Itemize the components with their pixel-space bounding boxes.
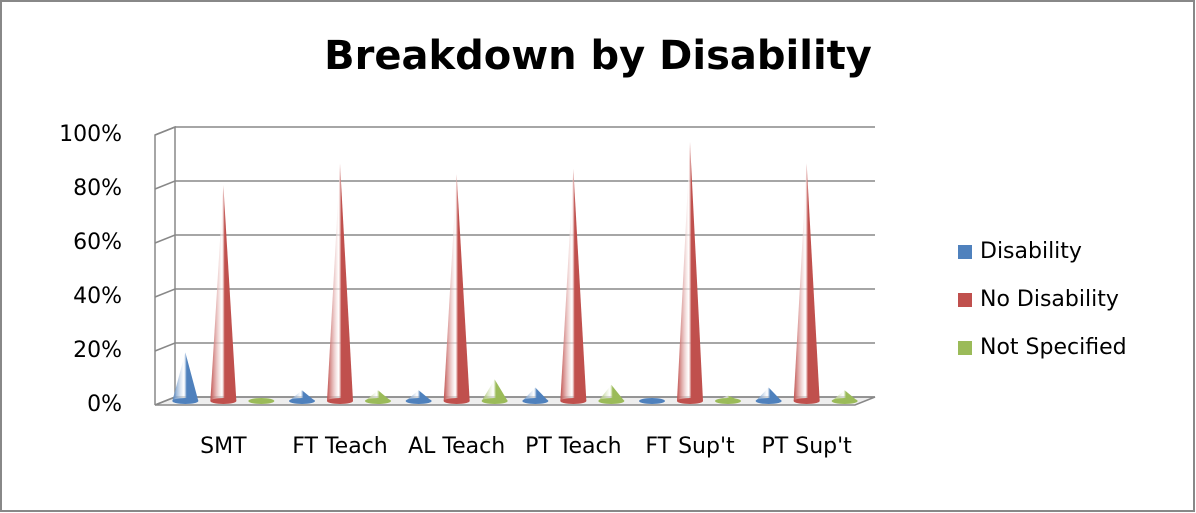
legend-label: No Disability <box>980 287 1119 312</box>
x-tick-label: FT Teach <box>292 434 387 459</box>
cone-base <box>639 398 665 404</box>
legend-swatch <box>958 293 972 307</box>
cone <box>677 141 703 402</box>
cone-base <box>443 398 470 404</box>
grid-line <box>154 342 875 352</box>
legend-label: Not Specified <box>980 335 1127 360</box>
legend-swatch <box>958 341 972 355</box>
legend-swatch <box>958 245 972 259</box>
cone-base <box>755 398 782 404</box>
grid-line <box>154 180 875 190</box>
grid-line <box>154 126 875 136</box>
x-tick-label: AL Teach <box>408 434 505 459</box>
cone-base <box>405 398 432 404</box>
cone-base <box>481 398 508 404</box>
cone <box>289 390 315 401</box>
x-tick-label: PT Teach <box>525 434 621 459</box>
cone-base <box>327 398 353 404</box>
y-tick-label: 80% <box>73 176 122 201</box>
legend-label: Disability <box>980 239 1082 264</box>
y-tick-label: 100% <box>59 122 122 147</box>
cone-base <box>210 398 237 404</box>
y-tick-label: 0% <box>87 392 122 417</box>
cone-base <box>365 398 391 404</box>
cone-base <box>831 398 858 404</box>
cone-base <box>172 398 199 404</box>
x-tick-label: SMT <box>200 434 247 459</box>
grid-line <box>154 234 875 244</box>
x-tick-label: FT Sup't <box>645 434 735 459</box>
x-tick-label: PT Sup't <box>762 434 853 459</box>
cone <box>405 390 432 401</box>
cone-base <box>560 398 587 404</box>
cone <box>443 174 470 401</box>
cone-base <box>677 398 703 404</box>
cone <box>598 384 625 401</box>
cone <box>172 352 199 401</box>
cone <box>793 163 820 401</box>
cone-base <box>248 398 275 404</box>
cone-base <box>793 398 820 404</box>
cone-base <box>522 398 549 404</box>
y-tick-label: 40% <box>73 284 122 309</box>
cone-base <box>289 398 315 404</box>
chart-title: Breakdown by Disability <box>324 33 872 79</box>
cone <box>365 390 391 401</box>
cone-base <box>598 398 625 404</box>
cone <box>831 390 858 401</box>
cone-base <box>715 398 741 404</box>
grid-line <box>154 288 875 298</box>
cone <box>327 163 353 401</box>
cone <box>481 379 508 401</box>
cone <box>210 185 237 401</box>
cone <box>755 387 782 401</box>
y-tick-label: 20% <box>73 338 122 363</box>
cone <box>560 168 587 401</box>
y-tick-label: 60% <box>73 230 122 255</box>
cone <box>522 387 549 401</box>
